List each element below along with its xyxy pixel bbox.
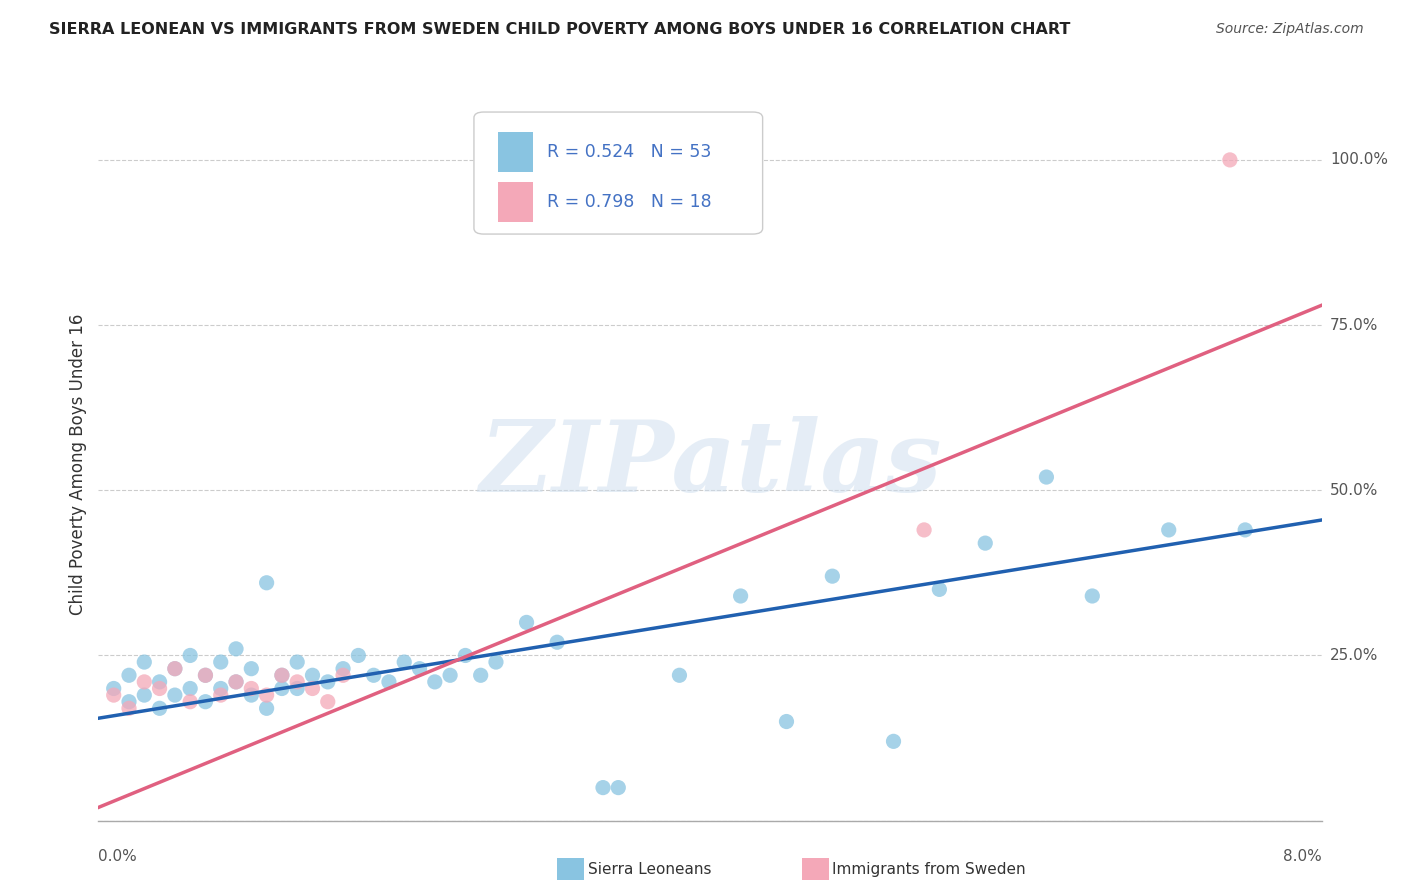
Point [423, 674, 446, 689]
Point [332, 668, 354, 682]
Point [209, 681, 232, 696]
Point [301, 681, 323, 696]
Point [347, 648, 370, 663]
Text: Source: ZipAtlas.com: Source: ZipAtlas.com [1216, 22, 1364, 37]
Text: SIERRA LEONEAN VS IMMIGRANTS FROM SWEDEN CHILD POVERTY AMONG BOYS UNDER 16 CORRE: SIERRA LEONEAN VS IMMIGRANTS FROM SWEDEN… [49, 22, 1070, 37]
Point [270, 681, 294, 696]
Point [209, 688, 232, 702]
Point [821, 569, 844, 583]
Point [316, 674, 339, 689]
Point [163, 688, 186, 702]
Point [240, 681, 263, 696]
Point [1219, 153, 1241, 167]
Point [485, 655, 508, 669]
Point [103, 681, 125, 696]
Bar [498, 132, 533, 171]
Text: R = 0.524   N = 53: R = 0.524 N = 53 [547, 143, 711, 161]
Point [592, 780, 614, 795]
Text: ZIPatlas: ZIPatlas [479, 416, 941, 512]
Point [332, 662, 354, 676]
Point [194, 668, 217, 682]
Point [149, 674, 172, 689]
Point [316, 695, 339, 709]
Bar [557, 858, 583, 880]
Point [928, 582, 950, 597]
Point [134, 674, 156, 689]
Text: Sierra Leoneans: Sierra Leoneans [588, 862, 711, 877]
Point [118, 701, 141, 715]
Point [408, 662, 430, 676]
Point [378, 674, 401, 689]
Point [225, 674, 247, 689]
Point [270, 668, 294, 682]
Bar [498, 182, 533, 221]
FancyBboxPatch shape [474, 112, 762, 234]
Point [256, 701, 278, 715]
Point [118, 668, 141, 682]
Text: Immigrants from Sweden: Immigrants from Sweden [832, 862, 1026, 877]
Point [301, 668, 323, 682]
Point [194, 668, 217, 682]
Point [179, 695, 201, 709]
Point [1234, 523, 1257, 537]
Y-axis label: Child Poverty Among Boys Under 16: Child Poverty Among Boys Under 16 [69, 313, 87, 615]
Point [134, 655, 156, 669]
Text: 75.0%: 75.0% [1330, 318, 1378, 333]
Point [1035, 470, 1057, 484]
Point [163, 662, 186, 676]
Point [1081, 589, 1104, 603]
Point [912, 523, 935, 537]
Point [470, 668, 492, 682]
Point [225, 641, 247, 656]
Point [363, 668, 385, 682]
Point [285, 655, 308, 669]
Point [194, 695, 217, 709]
Point [179, 681, 201, 696]
Text: 100.0%: 100.0% [1330, 153, 1388, 168]
Point [209, 655, 232, 669]
Point [1157, 523, 1180, 537]
Text: 25.0%: 25.0% [1330, 648, 1378, 663]
Text: 0.0%: 0.0% [98, 849, 138, 864]
Point [270, 668, 294, 682]
Point [546, 635, 568, 649]
Text: 50.0%: 50.0% [1330, 483, 1378, 498]
Point [149, 701, 172, 715]
Point [392, 655, 416, 669]
Text: 8.0%: 8.0% [1282, 849, 1322, 864]
Point [149, 681, 172, 696]
Point [285, 681, 308, 696]
Point [454, 648, 477, 663]
Point [775, 714, 797, 729]
Point [240, 662, 263, 676]
Point [240, 688, 263, 702]
Point [668, 668, 690, 682]
Bar [801, 858, 828, 880]
Text: R = 0.798   N = 18: R = 0.798 N = 18 [547, 193, 711, 211]
Point [439, 668, 461, 682]
Point [256, 575, 278, 590]
Point [285, 674, 308, 689]
Point [730, 589, 752, 603]
Point [103, 688, 125, 702]
Point [883, 734, 905, 748]
Point [607, 780, 630, 795]
Point [225, 674, 247, 689]
Point [163, 662, 186, 676]
Point [134, 688, 156, 702]
Point [974, 536, 997, 550]
Point [118, 695, 141, 709]
Point [256, 688, 278, 702]
Point [516, 615, 538, 630]
Point [179, 648, 201, 663]
